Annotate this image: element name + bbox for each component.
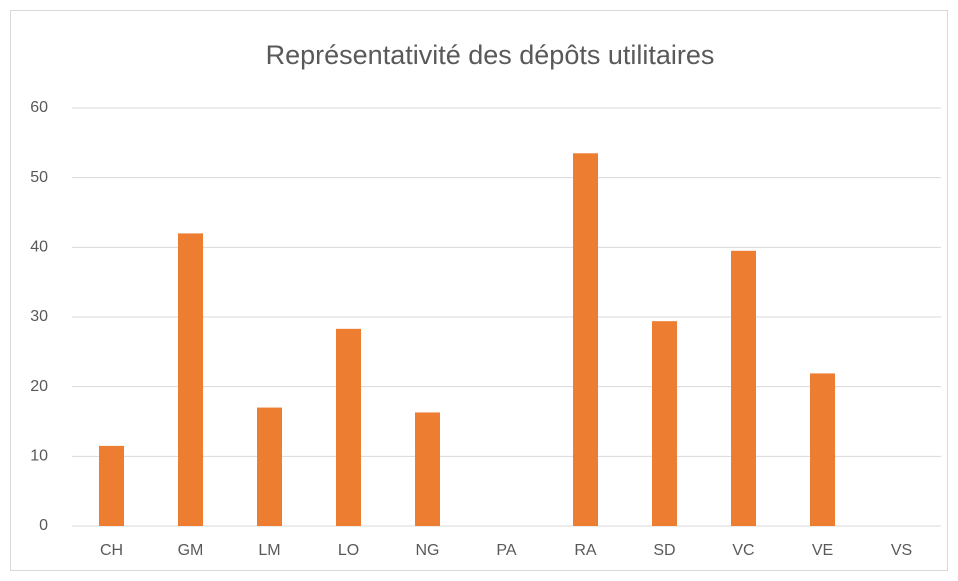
x-tick-label: CH xyxy=(100,542,123,559)
x-tick-label: GM xyxy=(178,542,204,559)
bar xyxy=(336,328,361,526)
chart-border xyxy=(10,10,948,571)
y-tick-label: 40 xyxy=(30,239,48,256)
bar xyxy=(573,153,598,527)
y-tick-label: 50 xyxy=(30,169,48,186)
y-tick-label: 20 xyxy=(30,378,48,395)
x-tick-label: PA xyxy=(496,542,516,559)
chart-title: Représentativité des dépôts utilitaires xyxy=(266,40,715,70)
bar xyxy=(257,407,282,526)
y-tick-label: 0 xyxy=(39,517,48,534)
x-tick-label: VE xyxy=(812,542,833,559)
x-tick-label: LO xyxy=(338,542,359,559)
x-tick-label: VS xyxy=(891,542,912,559)
x-tick-label: RA xyxy=(574,542,597,559)
x-tick-label: VC xyxy=(732,542,754,559)
y-tick-label: 60 xyxy=(30,99,48,116)
bar xyxy=(99,445,124,526)
x-tick-label: SD xyxy=(653,542,675,559)
bar xyxy=(178,233,203,526)
bar xyxy=(652,321,677,526)
y-tick-label: 10 xyxy=(30,448,48,465)
x-tick-label: NG xyxy=(416,542,440,559)
bar xyxy=(415,412,440,526)
bar xyxy=(731,250,756,527)
y-tick-label: 30 xyxy=(30,308,48,325)
x-tick-label: LM xyxy=(258,542,280,559)
bar xyxy=(810,373,835,526)
